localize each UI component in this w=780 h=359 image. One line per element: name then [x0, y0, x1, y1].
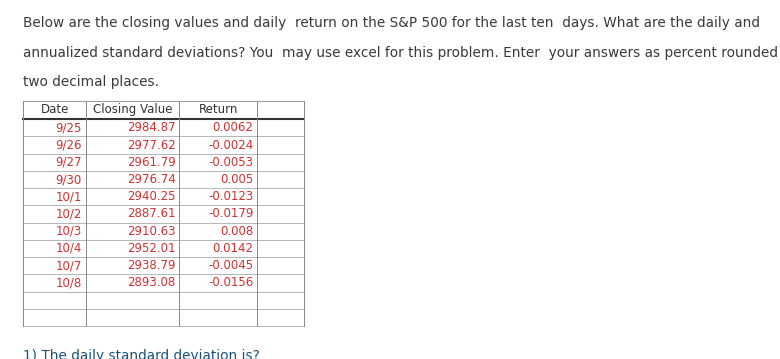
Text: -0.0156: -0.0156 [208, 276, 254, 289]
Text: 10/3: 10/3 [55, 225, 82, 238]
Text: -0.0024: -0.0024 [208, 139, 254, 151]
Text: 2984.87: 2984.87 [127, 121, 176, 134]
Text: -0.0179: -0.0179 [208, 208, 254, 220]
Text: Return: Return [199, 103, 238, 116]
Text: 2952.01: 2952.01 [127, 242, 176, 255]
Text: 2940.25: 2940.25 [127, 190, 176, 203]
Text: 2976.74: 2976.74 [126, 173, 176, 186]
Text: 2910.63: 2910.63 [127, 225, 176, 238]
Text: Date: Date [41, 103, 69, 116]
Text: 10/1: 10/1 [55, 190, 82, 203]
Text: 9/26: 9/26 [55, 139, 82, 151]
Text: -0.0045: -0.0045 [208, 259, 254, 272]
Text: 0.0062: 0.0062 [213, 121, 254, 134]
Text: 2887.61: 2887.61 [127, 208, 176, 220]
Text: -0.0053: -0.0053 [208, 156, 254, 169]
Text: 0.005: 0.005 [220, 173, 254, 186]
Text: Closing Value: Closing Value [93, 103, 172, 116]
Text: two decimal places.: two decimal places. [23, 75, 159, 89]
Text: Below are the closing values and daily  return on the S&P 500 for the last ten  : Below are the closing values and daily r… [23, 16, 760, 30]
Text: annualized standard deviations? You  may use excel for this problem. Enter  your: annualized standard deviations? You may … [23, 46, 780, 60]
Text: 0.0142: 0.0142 [212, 242, 254, 255]
Text: 2893.08: 2893.08 [127, 276, 176, 289]
Text: 10/4: 10/4 [55, 242, 82, 255]
Text: 0.008: 0.008 [220, 225, 254, 238]
Text: 9/30: 9/30 [55, 173, 82, 186]
Text: 9/27: 9/27 [55, 156, 82, 169]
Text: 2938.79: 2938.79 [127, 259, 176, 272]
Text: 9/25: 9/25 [55, 121, 82, 134]
Text: -0.0123: -0.0123 [208, 190, 254, 203]
Text: 10/2: 10/2 [55, 208, 82, 220]
Text: 1) The daily standard deviation is?: 1) The daily standard deviation is? [23, 349, 261, 359]
Text: 2977.62: 2977.62 [126, 139, 176, 151]
Text: 2961.79: 2961.79 [126, 156, 176, 169]
Text: 10/8: 10/8 [55, 276, 82, 289]
Text: 10/7: 10/7 [55, 259, 82, 272]
